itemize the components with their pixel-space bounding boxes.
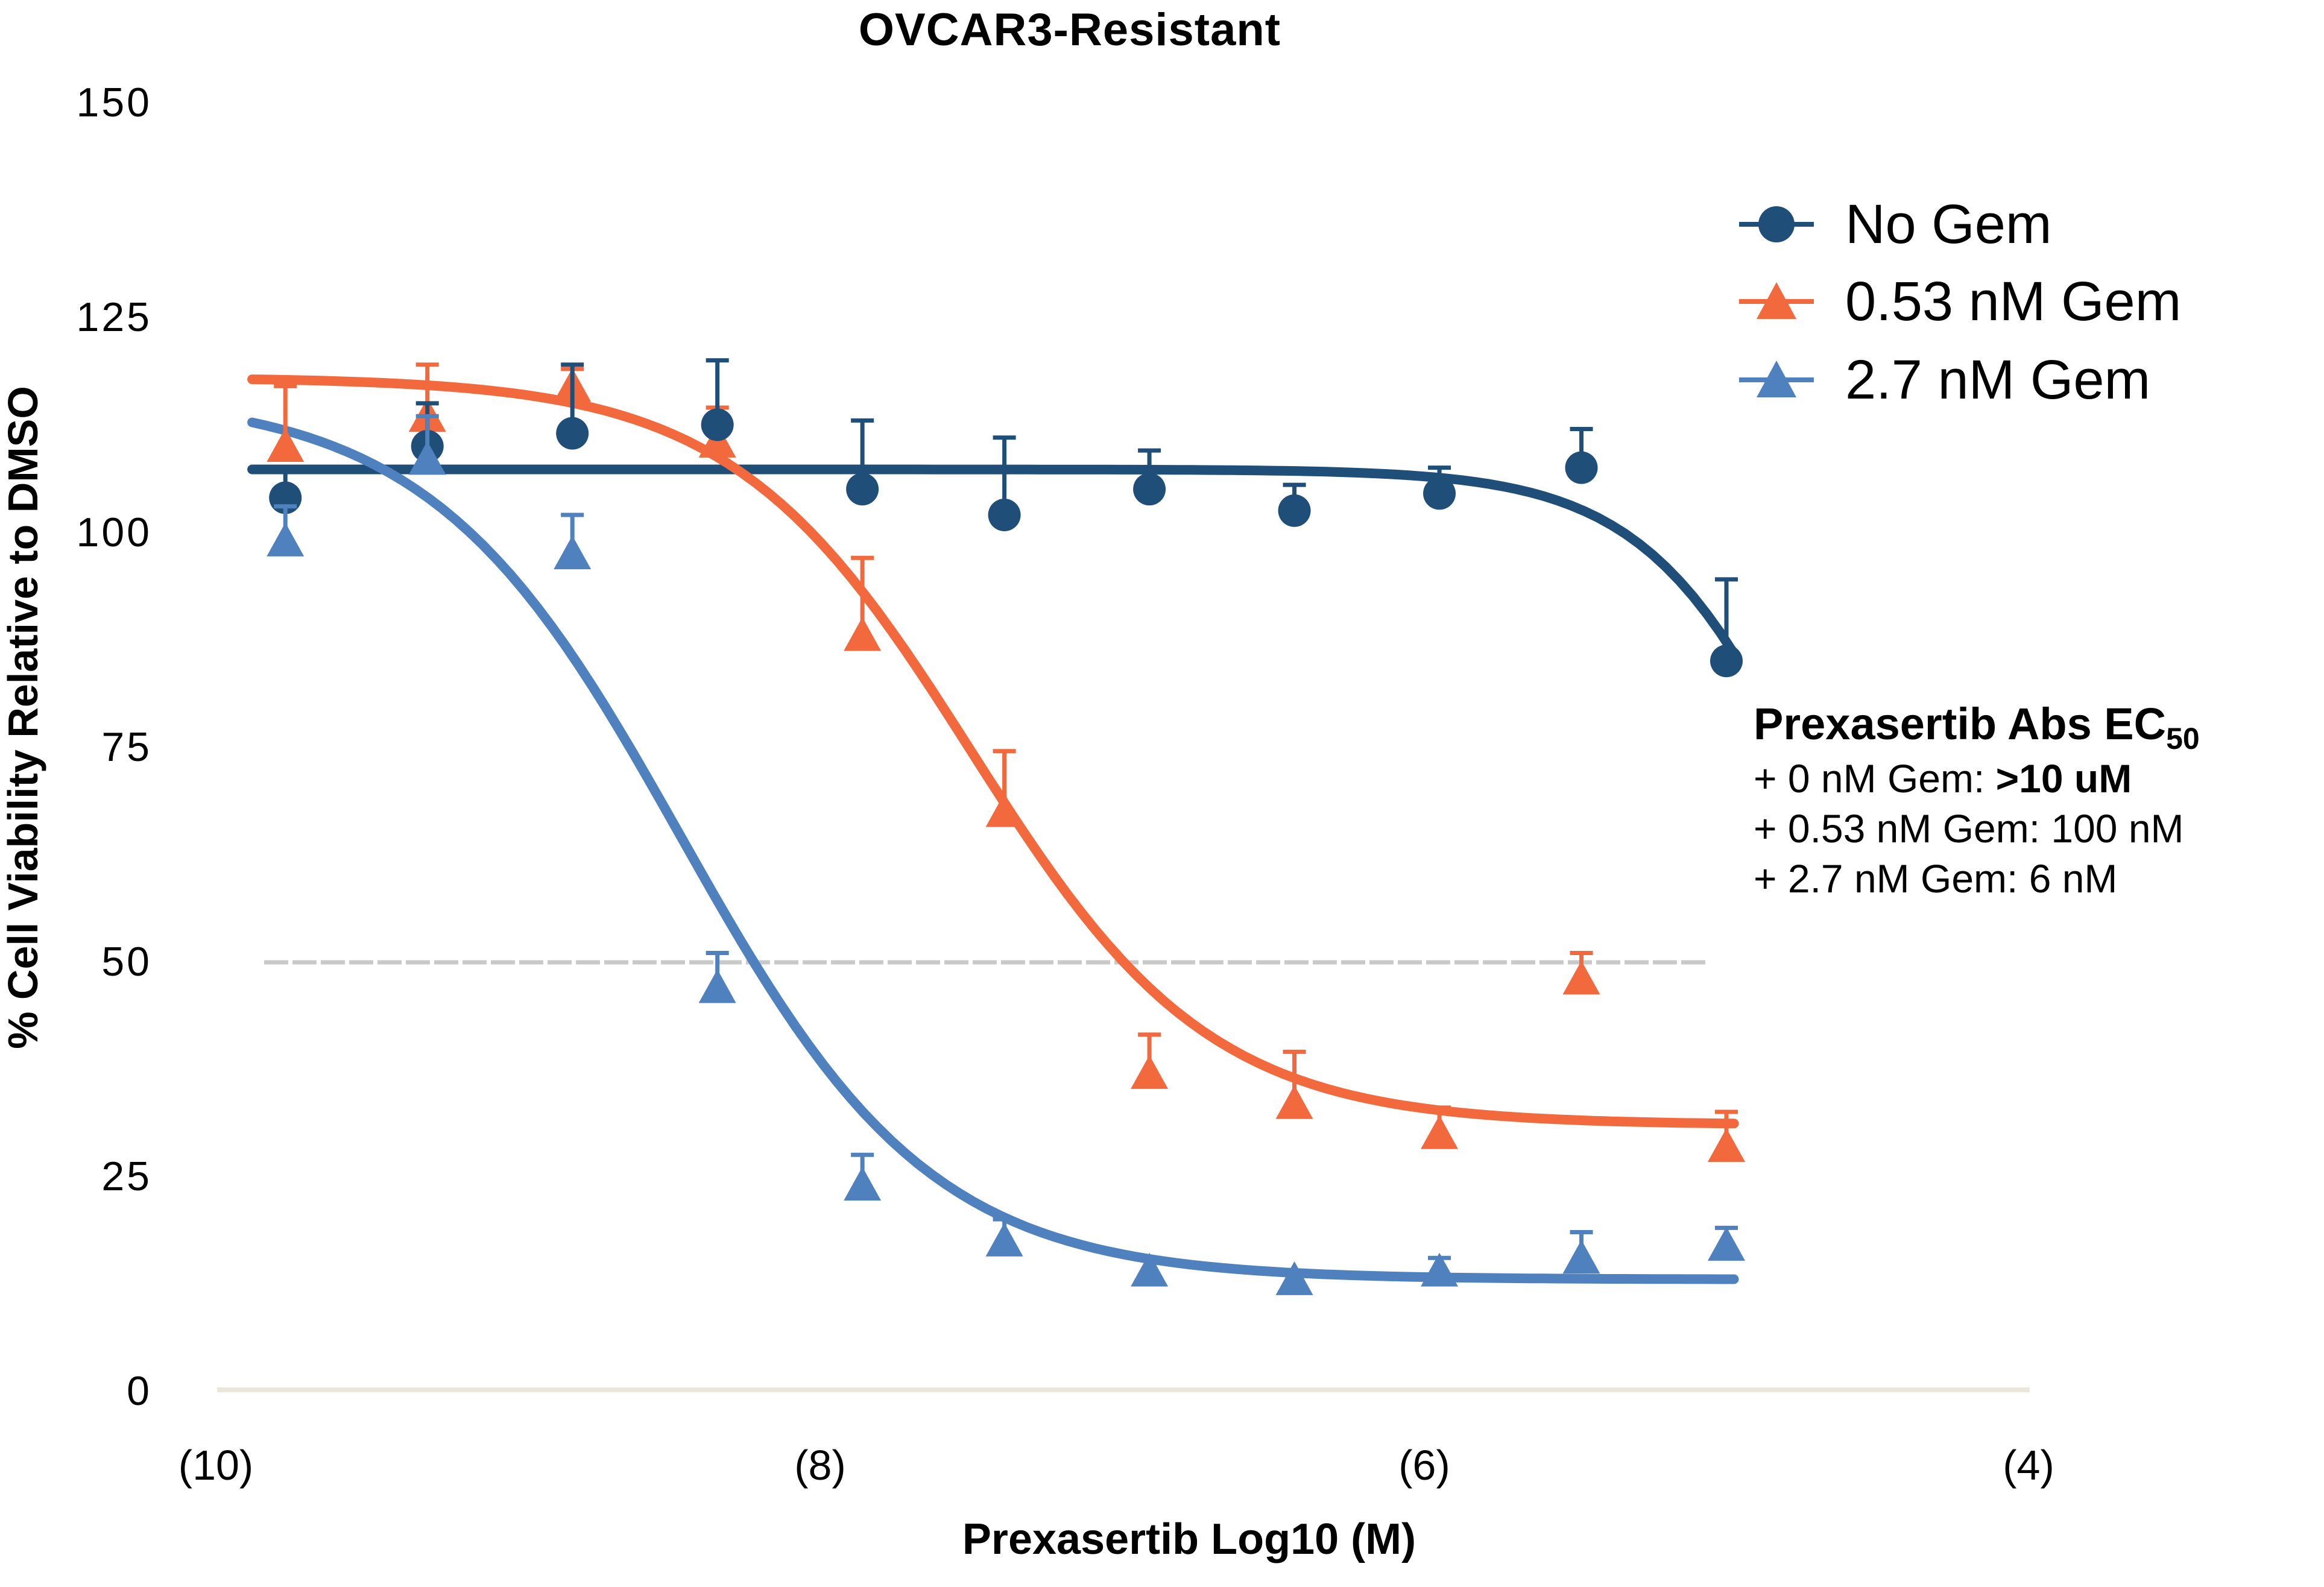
ec50-annotation-heading: Prexasertib Abs EC50: [1754, 698, 2200, 756]
fit-curve-2-7-nm-gem: [247, 417, 1739, 1284]
data-point-marker: [1565, 451, 1598, 484]
series-no-gem: [269, 358, 1743, 678]
legend-label: 0.53 nM Gem: [1845, 270, 2182, 332]
data-point-marker: [846, 473, 879, 506]
data-point-marker: [554, 535, 592, 570]
ec50-annotation-row: + 0.53 nM Gem: 100 nM: [1754, 806, 2184, 851]
ec50-annotation-row: + 2.7 nM Gem: 6 nM: [1754, 856, 2117, 901]
data-point-marker: [408, 441, 446, 475]
data-point-marker: [267, 428, 305, 462]
data-point-marker: [701, 408, 734, 441]
y-tick-label: 0: [127, 1368, 152, 1414]
ec50-row-label: + 0.53 nM Gem:: [1754, 806, 2051, 851]
ec50-row-value: 6 nM: [2029, 856, 2118, 901]
data-point-marker: [1275, 1261, 1313, 1295]
x-tick-label: (10): [178, 1442, 254, 1489]
ec50-heading-text: Prexasertib Abs EC: [1754, 699, 2167, 749]
x-axis-ticks: (10) (8) (6) (4): [0, 1441, 2324, 1501]
x-tick-label: (6): [1398, 1442, 1450, 1489]
data-point-marker: [1133, 473, 1166, 506]
data-point-marker: [1421, 1115, 1459, 1149]
ec50-annotation-row: + 0 nM Gem: >10 uM: [1754, 756, 2132, 801]
fit-curve-0-53-nm-gem: [247, 374, 1739, 1129]
chart-title: OVCAR3-Resistant: [858, 4, 1281, 55]
series-2-7-nm-gem: [267, 414, 1745, 1295]
data-point-marker: [1562, 961, 1600, 995]
ec50-row-label: + 0 nM Gem:: [1754, 756, 1996, 801]
y-tick-label: 100: [76, 509, 152, 555]
data-point-marker: [1131, 1252, 1169, 1287]
data-point-marker: [844, 617, 882, 651]
y-axis-ticks: 150 125 100 75 50 25 0: [0, 0, 152, 1587]
y-tick-label: 150: [76, 80, 152, 126]
data-point-marker: [267, 522, 305, 557]
legend-item-2-7-nm-gem: 2.7 nM Gem: [1739, 349, 2150, 411]
data-point-marker: [1275, 1085, 1313, 1119]
data-point-marker: [1562, 1240, 1600, 1274]
ec50-row-label: + 2.7 nM Gem:: [1754, 856, 2029, 901]
ec50-heading-subscript: 50: [2166, 721, 2200, 756]
ec50-row-value: 100 nM: [2051, 806, 2184, 851]
legend-triangle-marker-icon: [1739, 282, 1814, 319]
data-point-marker: [985, 1222, 1023, 1257]
legend-label: No Gem: [1845, 193, 2052, 255]
data-point-marker: [556, 417, 589, 450]
legend-item-0-53-nm-gem: 0.53 nM Gem: [1739, 271, 2181, 332]
x-tick-label: (4): [2003, 1442, 2054, 1489]
x-axis-label: Prexasertib Log10 (M): [962, 1515, 1416, 1563]
data-point-marker: [1421, 1252, 1459, 1287]
legend-triangle-marker-icon: [1739, 361, 1814, 397]
data-point-marker: [698, 969, 736, 1003]
y-tick-label: 125: [76, 294, 152, 341]
legend-circle-marker-icon: [1739, 206, 1814, 242]
data-point-marker: [1710, 645, 1743, 678]
data-point-marker: [1131, 1055, 1169, 1089]
data-point-marker: [1278, 494, 1311, 527]
legend-item-no-gem: No Gem: [1739, 194, 2052, 255]
data-point-marker: [985, 793, 1023, 827]
data-point-marker: [988, 499, 1021, 532]
y-tick-label: 25: [101, 1153, 152, 1199]
data-point-marker: [1708, 1128, 1745, 1163]
ec50-row-value: >10 uM: [1995, 756, 2132, 801]
data-point-marker: [844, 1167, 882, 1201]
y-tick-label: 75: [101, 724, 152, 770]
x-tick-label: (8): [794, 1442, 846, 1489]
data-point-marker: [1708, 1226, 1745, 1261]
legend-label: 2.7 nM Gem: [1845, 349, 2151, 411]
fit-curve-no-gem: [247, 464, 1739, 658]
data-point-marker: [1423, 477, 1456, 510]
y-tick-label: 50: [101, 938, 152, 985]
